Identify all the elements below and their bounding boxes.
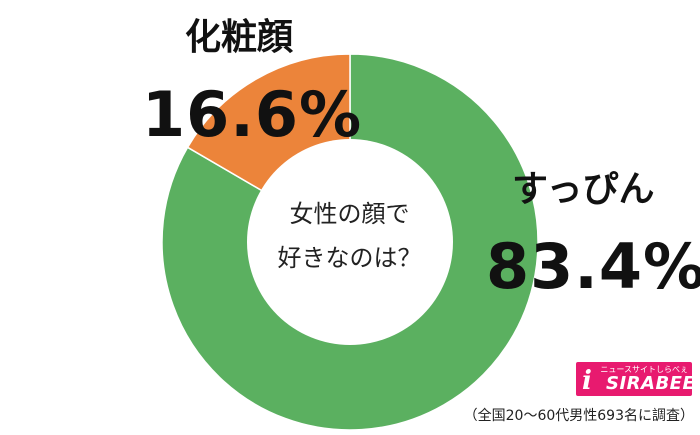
slice-value-label-no-makeup: 83.4% bbox=[486, 230, 700, 303]
slice-category-label-makeup-face: 化粧顔 bbox=[185, 17, 294, 58]
donut-center-question: 女性の顔で 好きなのは？ bbox=[262, 192, 437, 280]
sirabee-logo: ニュースサイトしらべぇ i SIRABEE bbox=[576, 362, 696, 396]
donut-hole bbox=[247, 139, 453, 345]
logo-tagline: ニュースサイトしらべぇ bbox=[600, 365, 688, 374]
center-question-line-2: 好きなのは？ bbox=[277, 244, 422, 272]
logo-i-mark: i bbox=[582, 366, 592, 396]
survey-footnote: （全国20〜60代男性693名に調査） bbox=[463, 408, 694, 424]
logo-wordmark: SIRABEE bbox=[606, 373, 696, 394]
slice-value-label-makeup-face: 16.6% bbox=[142, 78, 363, 151]
center-question-line-1: 女性の顔で bbox=[289, 200, 410, 228]
slice-category-label-no-makeup: すっぴん bbox=[512, 169, 655, 210]
